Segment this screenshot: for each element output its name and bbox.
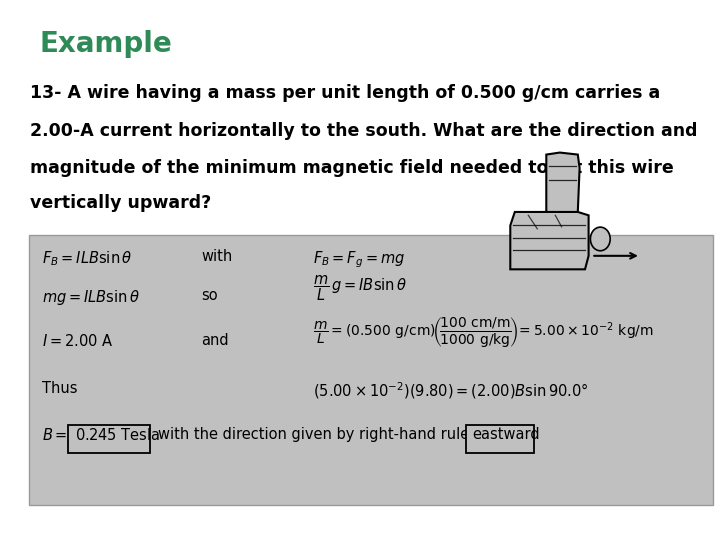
- FancyBboxPatch shape: [68, 425, 150, 453]
- Text: eastward: eastward: [472, 427, 540, 442]
- Text: $mg = ILB \sin \theta$: $mg = ILB \sin \theta$: [42, 288, 140, 307]
- Text: $B =$: $B =$: [42, 427, 67, 443]
- Text: $(5.00\times10^{-2})(9.80) = (2.00)B \sin 90.0°$: $(5.00\times10^{-2})(9.80) = (2.00)B \si…: [313, 381, 589, 401]
- Text: 13- A wire having a mass per unit length of 0.500 g/cm carries a: 13- A wire having a mass per unit length…: [30, 84, 660, 102]
- Text: $I = 2.00 \mathrm{\ A}$: $I = 2.00 \mathrm{\ A}$: [42, 333, 113, 349]
- Polygon shape: [546, 152, 580, 212]
- Text: so: so: [202, 288, 218, 303]
- Text: Example: Example: [40, 30, 172, 58]
- Polygon shape: [510, 212, 588, 269]
- Text: with: with: [202, 249, 233, 265]
- Text: Thus: Thus: [42, 381, 77, 396]
- Text: $\dfrac{m}{L}\, g = IB \sin \theta$: $\dfrac{m}{L}\, g = IB \sin \theta$: [313, 273, 408, 302]
- Ellipse shape: [590, 227, 610, 251]
- Text: $0.245 \ \mathrm{Tesla}$: $0.245 \ \mathrm{Tesla}$: [75, 427, 160, 443]
- Text: 2.00-A current horizontally to the south. What are the direction and: 2.00-A current horizontally to the south…: [30, 122, 698, 139]
- Text: magnitude of the minimum magnetic field needed to lift this wire: magnitude of the minimum magnetic field …: [30, 159, 674, 177]
- Text: with the direction given by right-hand rule:: with the direction given by right-hand r…: [158, 427, 474, 442]
- Text: vertically upward?: vertically upward?: [30, 194, 212, 212]
- Text: $F_B = F_g = mg$: $F_B = F_g = mg$: [313, 249, 405, 270]
- Text: and: and: [202, 333, 229, 348]
- FancyBboxPatch shape: [29, 235, 713, 505]
- Text: $F_B = ILB \sin \theta$: $F_B = ILB \sin \theta$: [42, 249, 132, 268]
- FancyBboxPatch shape: [466, 425, 534, 453]
- Text: $\dfrac{m}{L} = (0.500 \ \mathrm{g/cm})\!\left(\!\dfrac{100 \ \mathrm{cm/m}}{100: $\dfrac{m}{L} = (0.500 \ \mathrm{g/cm})\…: [313, 316, 654, 350]
